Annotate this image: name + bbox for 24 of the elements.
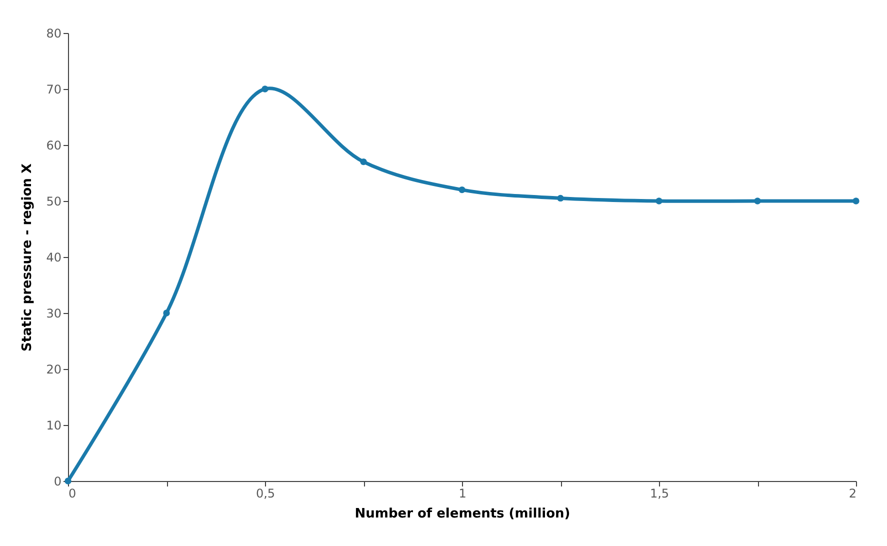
point [656, 198, 662, 204]
y-tick-label: 80 [46, 26, 62, 40]
y-tick-label: 60 [46, 138, 62, 152]
x-tick-label: 0 [68, 486, 76, 500]
point [163, 310, 170, 316]
point [852, 198, 860, 204]
y-tick-label: 70 [46, 82, 62, 96]
y-tick-label: 30 [46, 306, 62, 320]
x-tick-label: 0,5 [256, 486, 276, 500]
y-tick-label: 50 [46, 194, 62, 208]
point [458, 186, 466, 194]
point [754, 198, 761, 204]
x-axis-title: Number of elements (million) [354, 506, 570, 522]
x-tick-label: 2 [848, 486, 856, 500]
point [360, 158, 367, 166]
point [557, 194, 564, 202]
y-axis-title: Static pressure - region X [20, 164, 36, 352]
y-tick-label: 20 [46, 362, 62, 376]
x-tick-label: 1,5 [650, 486, 670, 500]
point [262, 86, 268, 92]
x-tick-label: 1 [458, 486, 466, 500]
y-tick-label: 0 [54, 474, 62, 488]
y-tick-label: 40 [46, 250, 62, 264]
y-tick-label: 10 [46, 418, 62, 432]
